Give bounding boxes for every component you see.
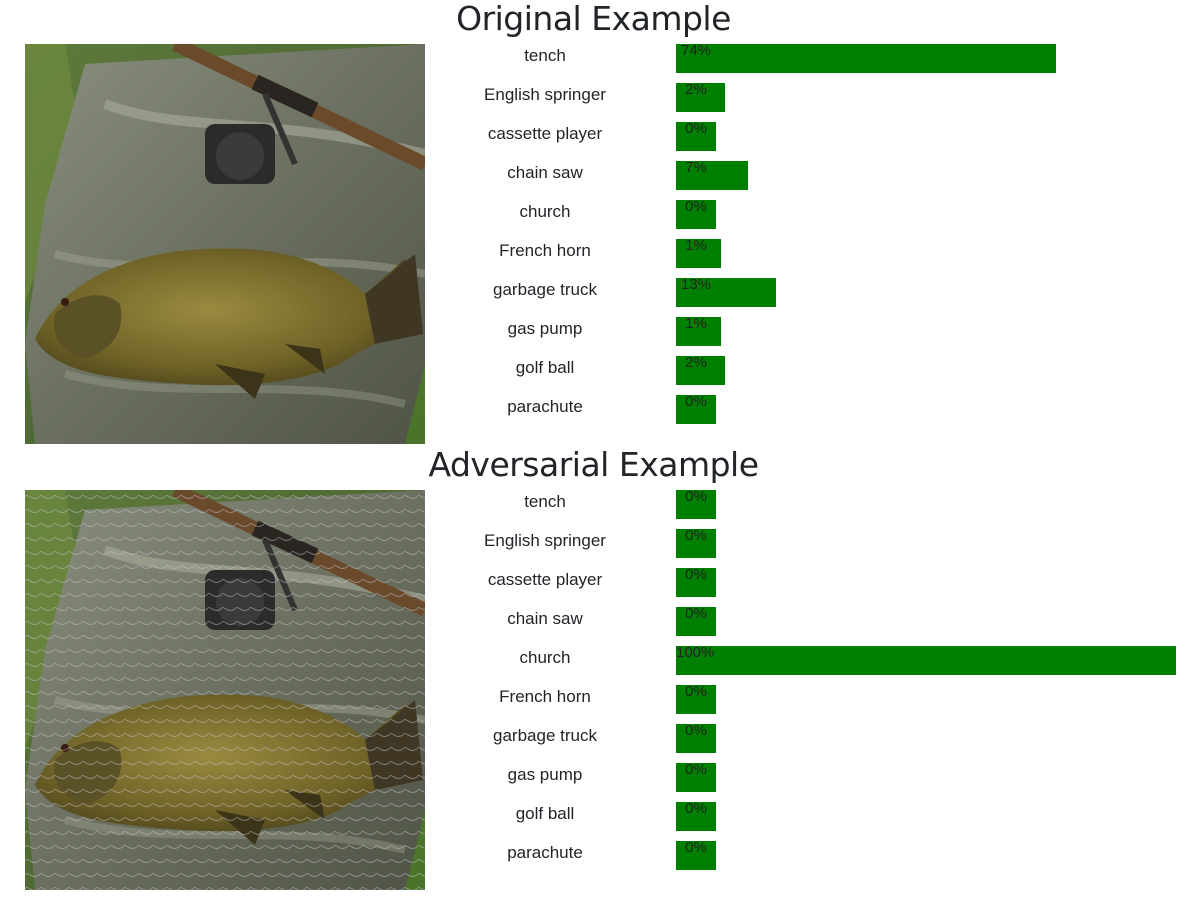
- adversarial-bar: [676, 685, 716, 714]
- adversarial-value-label: 0%: [685, 605, 707, 622]
- fish-photo-adversarial-svg: [25, 490, 425, 890]
- adversarial-value-label: 0%: [685, 722, 707, 739]
- adversarial-category-label: golf ball: [515, 804, 575, 823]
- adversarial-category-label: English springer: [484, 531, 606, 550]
- original-row: church 0%: [0, 198, 1187, 230]
- adversarial-value-label: 0%: [685, 800, 707, 817]
- original-section: Original Example: [0, 0, 1187, 446]
- original-row: cassette player 0%: [0, 120, 1187, 152]
- fish-photo-adversarial-icon: [25, 490, 425, 890]
- adversarial-value-label: 0%: [685, 683, 707, 700]
- original-row: English springer 2%: [0, 81, 1187, 113]
- original-category-label: English springer: [484, 85, 606, 104]
- original-category-label: French horn: [499, 241, 591, 260]
- original-bar: [676, 44, 1056, 73]
- original-bar: [676, 239, 721, 268]
- adversarial-row: French horn 0%: [0, 683, 1187, 715]
- original-value-label: 7%: [685, 159, 707, 176]
- fish-photo-svg: [25, 44, 425, 444]
- adversarial-category-label: cassette player: [487, 570, 603, 589]
- original-title: Original Example: [456, 0, 731, 38]
- original-row: chain saw 7%: [0, 159, 1187, 191]
- adversarial-row: English springer 0%: [0, 527, 1187, 559]
- original-bar: [676, 122, 716, 151]
- adversarial-bar: [676, 841, 716, 870]
- adversarial-row: garbage truck 0%: [0, 722, 1187, 754]
- adversarial-value-label: 0%: [685, 488, 707, 505]
- adversarial-category-label: gas pump: [507, 765, 583, 784]
- adversarial-category-label: tench: [524, 492, 566, 511]
- adversarial-value-label: 0%: [685, 566, 707, 583]
- adversarial-category-label: church: [519, 648, 571, 667]
- original-value-label: 13%: [680, 276, 712, 293]
- original-bar: [676, 83, 725, 112]
- original-value-label: 74%: [680, 42, 712, 59]
- original-value-label: 1%: [685, 315, 707, 332]
- adversarial-bar: [676, 724, 716, 753]
- adversarial-row: golf ball 0%: [0, 800, 1187, 832]
- original-category-label: church: [519, 202, 571, 221]
- original-row: gas pump 1%: [0, 315, 1187, 347]
- adversarial-bar: [676, 763, 716, 792]
- original-category-label: parachute: [507, 397, 583, 416]
- original-bar: [676, 395, 716, 424]
- adversarial-category-label: garbage truck: [493, 726, 597, 745]
- adversarial-category-label: chain saw: [507, 609, 583, 628]
- adversarial-bar: [676, 568, 716, 597]
- adversarial-bar: [676, 802, 716, 831]
- original-value-label: 1%: [685, 237, 707, 254]
- original-bar: [676, 317, 721, 346]
- adversarial-bar: [676, 607, 716, 636]
- original-value-label: 2%: [685, 354, 707, 371]
- original-value-label: 2%: [685, 81, 707, 98]
- adversarial-bar: [676, 646, 1176, 675]
- adversarial-row: parachute 0%: [0, 839, 1187, 871]
- adversarial-section: Adversarial Example: [0, 446, 1187, 892]
- adversarial-value-label: 0%: [685, 527, 707, 544]
- original-value-label: 0%: [685, 120, 707, 137]
- adversarial-value-label: 100%: [676, 644, 715, 661]
- original-bar: [676, 161, 748, 190]
- original-bar: [676, 356, 725, 385]
- adversarial-bar: [676, 529, 716, 558]
- original-category-label: cassette player: [487, 124, 603, 143]
- original-category-label: garbage truck: [493, 280, 597, 299]
- fish-photo-icon: [25, 44, 425, 444]
- original-category-label: tench: [524, 46, 566, 65]
- adversarial-row: gas pump 0%: [0, 761, 1187, 793]
- adversarial-category-label: parachute: [507, 843, 583, 862]
- adversarial-value-label: 0%: [685, 839, 707, 856]
- original-bar: [676, 200, 716, 229]
- original-row: parachute 0%: [0, 393, 1187, 425]
- original-value-label: 0%: [685, 198, 707, 215]
- original-category-label: chain saw: [507, 163, 583, 182]
- adversarial-row: church 100%: [0, 644, 1187, 676]
- original-row: golf ball 2%: [0, 354, 1187, 386]
- original-bar: [676, 278, 776, 307]
- original-value-label: 0%: [685, 393, 707, 410]
- adversarial-category-label: French horn: [499, 687, 591, 706]
- adversarial-row: cassette player 0%: [0, 566, 1187, 598]
- adversarial-row: tench 0%: [0, 488, 1187, 520]
- original-category-label: gas pump: [507, 319, 583, 338]
- original-row: French horn 1%: [0, 237, 1187, 269]
- adversarial-title: Adversarial Example: [428, 445, 759, 484]
- original-row: tench 74%: [0, 42, 1187, 74]
- adversarial-bar: [676, 490, 716, 519]
- adversarial-row: chain saw 0%: [0, 605, 1187, 637]
- original-category-label: golf ball: [515, 358, 575, 377]
- adversarial-value-label: 0%: [685, 761, 707, 778]
- original-row: garbage truck 13%: [0, 276, 1187, 308]
